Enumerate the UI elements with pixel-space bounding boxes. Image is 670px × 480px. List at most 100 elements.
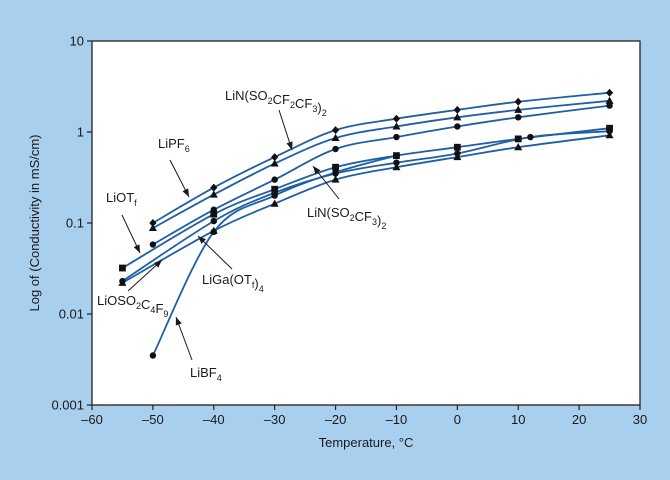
- x-tick-label: 20: [572, 412, 586, 427]
- data-point-lin-so2cf2cf3-2: [271, 153, 279, 162]
- x-tick-label: –60: [81, 412, 103, 427]
- series-label-subscript: 9: [163, 309, 168, 319]
- data-point-libf4: [149, 352, 157, 359]
- data-point-lin-so2cf3-2: [454, 123, 461, 130]
- data-point-lioso2c4f9: [331, 175, 340, 183]
- data-point-libf4: [393, 152, 400, 159]
- series-label-libf4: LiBF4: [190, 365, 222, 383]
- y-tick-label: 10: [70, 34, 84, 49]
- y-tick-label: 0.001: [51, 398, 84, 413]
- series-label-lin-so2cf2cf3-2: LiN(SO2CF2CF3)2: [225, 88, 327, 118]
- series-label-part: F: [155, 301, 163, 316]
- y-tick-label: 1: [77, 125, 84, 140]
- data-point-liotf: [453, 143, 461, 151]
- data-point-lin-so2cf2cf3-2: [605, 88, 614, 97]
- series-label-subscript: 4: [150, 305, 155, 315]
- data-point-liotf: [271, 185, 279, 193]
- data-point-lipf6: [514, 105, 523, 113]
- x-tick-label: –30: [264, 412, 286, 427]
- y-axis-title: Log of (Conductivity in mS/cm): [27, 134, 42, 311]
- label-arrow-head: [313, 166, 321, 175]
- series-label-part: ): [254, 276, 258, 291]
- series-label-part: LiOSO: [97, 293, 136, 308]
- series-label-subscript: f: [252, 280, 255, 290]
- data-point-lin-so2cf3-2: [393, 133, 400, 141]
- label-arrow-head: [175, 317, 182, 326]
- data-point-libf4: [332, 169, 339, 176]
- series-label-part: CF: [273, 92, 290, 107]
- series-label-liga-otf-4: LiGa(OTf)4: [202, 272, 264, 294]
- data-point-lin-so2cf2cf3-2: [210, 183, 218, 192]
- data-point-lin-so2cf2cf3-2: [149, 219, 157, 227]
- x-tick-label: 10: [511, 412, 525, 427]
- series-label-subscript: 2: [290, 100, 295, 110]
- series-label-part: LiPF: [158, 136, 185, 151]
- series-label-part: LiBF: [190, 365, 217, 380]
- data-point-lin-so2cf2cf3-2: [331, 126, 340, 135]
- data-point-lipf6: [605, 96, 614, 104]
- data-point-lipf6: [392, 122, 401, 130]
- data-point-lioso2c4f9: [270, 199, 279, 207]
- series-label-part: CF: [355, 209, 372, 224]
- data-point-lipf6: [331, 133, 340, 141]
- data-point-lioso2c4f9: [118, 278, 127, 286]
- data-point-lin-so2cf3-2: [515, 114, 522, 121]
- data-point-lioso2c4f9: [514, 143, 523, 151]
- label-arrow-head: [133, 244, 140, 253]
- data-point-lin-so2cf3-2: [606, 102, 613, 109]
- series-label-subscript: f: [134, 198, 137, 208]
- series-label-part: LiGa(OT: [202, 272, 252, 287]
- data-point-liotf: [332, 163, 339, 171]
- series-label-part: ): [317, 100, 321, 115]
- data-point-libf4: [210, 228, 217, 236]
- series-label-part: LiN(SO: [307, 205, 350, 220]
- x-axis-title: Temperature, °C: [319, 435, 414, 450]
- data-point-liga-otf-4: [393, 159, 400, 166]
- series-label-subscript: 6: [185, 144, 190, 154]
- plot-area: [92, 41, 640, 405]
- series-label-subscript: 2: [136, 301, 141, 311]
- series-label-subscript: 3: [372, 217, 377, 227]
- series-label-subscript: 3: [312, 104, 317, 114]
- x-tick-label: –10: [386, 412, 408, 427]
- series-label-lin-so2cf3-2: LiN(SO2CF3)2: [307, 205, 386, 231]
- series-label-part: LiN(SO: [225, 88, 268, 103]
- series-label-subscript: 2: [322, 108, 327, 118]
- data-point-lioso2c4f9: [392, 163, 401, 171]
- series-label-subscript: 4: [259, 284, 264, 294]
- data-point-lin-so2cf3-2: [149, 241, 157, 248]
- series-label-subscript: 4: [217, 373, 222, 383]
- label-arrow-head: [153, 260, 162, 268]
- label-arrow-head: [182, 188, 189, 197]
- data-point-lin-so2cf2cf3-2: [514, 97, 522, 106]
- series-label-subscript: 2: [268, 96, 273, 106]
- y-tick-label: 0.1: [66, 216, 84, 231]
- data-point-liotf: [119, 264, 126, 272]
- series-label-lipf6: LiPF6: [158, 136, 190, 154]
- label-arrow-head: [286, 141, 293, 150]
- data-point-lin-so2cf2cf3-2: [392, 114, 401, 123]
- data-point-liotf: [210, 210, 218, 218]
- series-label-part: LiOT: [106, 190, 134, 205]
- data-point-liotf: [514, 135, 522, 143]
- x-tick-label: 30: [633, 412, 647, 427]
- y-tick-label: 0.01: [59, 307, 84, 322]
- data-point-lipf6: [453, 113, 462, 121]
- data-point-liga-otf-4: [210, 217, 217, 225]
- x-tick-label: –40: [203, 412, 225, 427]
- series-label-subscript: 2: [350, 213, 355, 223]
- data-point-lipf6: [270, 159, 279, 167]
- series-label-part: CF: [295, 96, 312, 111]
- series-line-libf4: [152, 154, 397, 356]
- label-arrow-head: [198, 236, 206, 244]
- series-label-subscript: 2: [381, 221, 386, 231]
- data-point-lipf6: [148, 223, 157, 232]
- series-label-lioso2c4f9: LiOSO2C4F9: [97, 293, 168, 319]
- data-point-libf4: [271, 192, 278, 199]
- series-label-part: C: [141, 297, 150, 312]
- data-point-lioso2c4f9: [605, 131, 614, 139]
- series-label-liotf: LiOTf: [106, 190, 137, 208]
- data-point-lipf6: [209, 190, 218, 198]
